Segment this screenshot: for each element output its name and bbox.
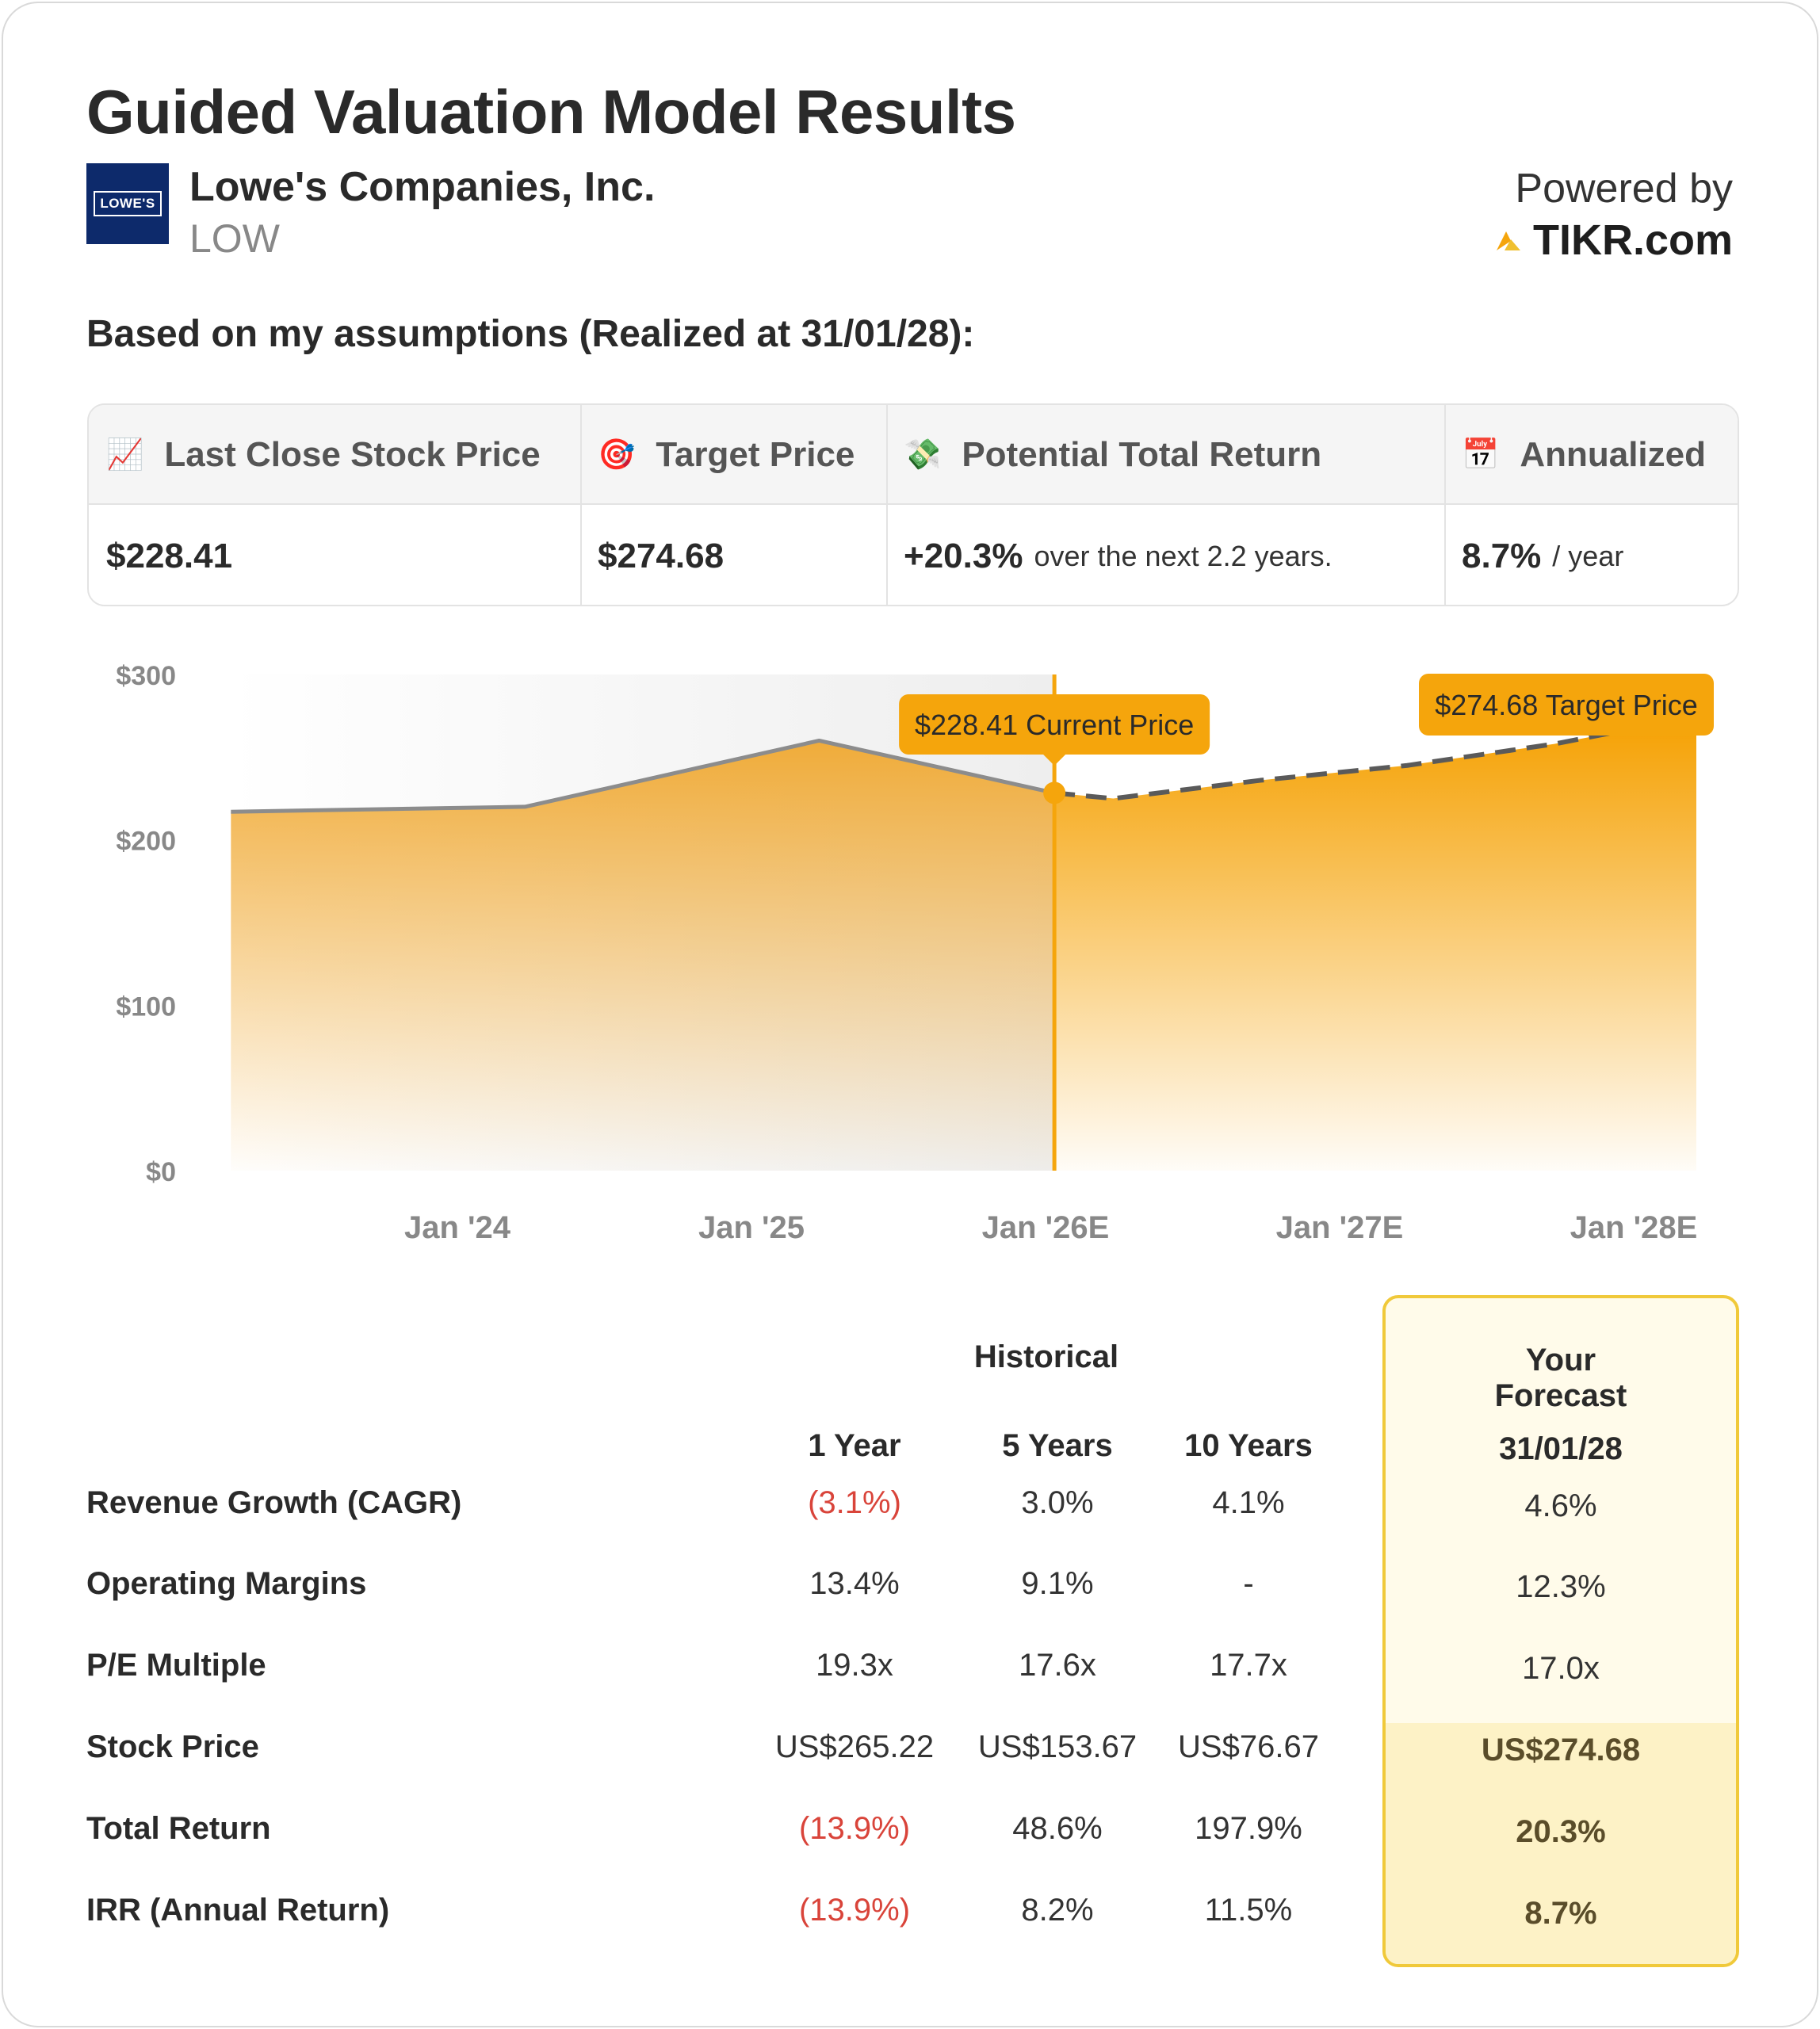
forecast-cell: 4.6% [1524, 1488, 1597, 1523]
row-label: Total Return [86, 1811, 271, 1846]
historical-cell: 9.1% [1021, 1566, 1094, 1601]
summary-table: 📈 Last Close Stock Price 🎯 Target Price … [87, 403, 1739, 606]
historical-cell: 4.1% [1212, 1485, 1285, 1520]
x-tick-label: Jan '28E [1570, 1210, 1698, 1245]
current-price-point [1043, 781, 1066, 804]
historical-cell: 48.6% [1012, 1811, 1103, 1846]
forecast-group-header: Your Forecast [1494, 1343, 1627, 1413]
page-title: Guided Valuation Model Results [86, 77, 1016, 147]
x-tick-label: Jan '27E [1276, 1210, 1404, 1245]
header-label: Annualized [1520, 435, 1707, 474]
header-target-price: 🎯 Target Price [598, 405, 855, 505]
value-annualized: 8.7% / year [1462, 506, 1624, 605]
x-tick-label: Jan '24 [404, 1210, 511, 1245]
summary-header-row [89, 405, 1738, 505]
target-price-value: $274.68 [598, 537, 725, 575]
historical-cell: US$76.67 [1178, 1729, 1319, 1764]
header-label: Potential Total Return [962, 435, 1322, 474]
row-label: Revenue Growth (CAGR) [86, 1485, 462, 1520]
tikr-link[interactable]: TIKR.com [1495, 216, 1733, 265]
column-1-year: 1 Year [808, 1428, 901, 1463]
price-chart: $300 $200 $100 $0 Jan '24 Jan '25 Jan '26E Jan … [116, 661, 1714, 1245]
historical-cell: (3.1%) [808, 1485, 901, 1520]
column-5-years: 5 Years [1002, 1428, 1113, 1463]
x-tick-label: Jan '26E [982, 1210, 1110, 1245]
historical-group-header: Historical [973, 1339, 1119, 1374]
historical-area [231, 740, 1055, 1171]
calendar-icon: 📅 [1462, 438, 1500, 472]
y-tick-label: $300 [116, 661, 176, 691]
forecast-cell: 12.3% [1516, 1569, 1606, 1604]
target-price-label: $274.68 Target Price [1435, 689, 1698, 721]
x-tick-label: Jan '25 [698, 1210, 805, 1245]
column-divider [1444, 405, 1446, 605]
row-label: Operating Margins [86, 1566, 367, 1601]
row-label: P/E Multiple [86, 1648, 266, 1683]
historical-cell: 19.3x [816, 1648, 893, 1683]
historical-cell: 17.6x [1019, 1648, 1096, 1683]
y-tick-label: $0 [146, 1157, 176, 1187]
value-target-price: $274.68 [598, 506, 725, 605]
header-last-close: 📈 Last Close Stock Price [106, 405, 541, 505]
historical-cell: - [1243, 1566, 1254, 1601]
last-close-value: $228.41 [106, 537, 233, 575]
tikr-logo-icon [1496, 231, 1520, 250]
y-tick-label: $200 [116, 827, 176, 857]
annualized-value: 8.7% [1462, 537, 1542, 575]
company-name: Lowe's Companies, Inc. [189, 164, 656, 210]
value-total-return: +20.3% over the next 2.2 years. [904, 506, 1332, 605]
historical-cell: (13.9%) [798, 1893, 911, 1928]
historical-line [231, 738, 1055, 814]
historical-cell: 197.9% [1195, 1811, 1302, 1846]
assumptions-subtitle: Based on my assumptions (Realized at 31/… [86, 313, 975, 355]
company-logo: LOWE'S [86, 163, 169, 244]
tikr-site-label: TIKR.com [1532, 216, 1733, 264]
powered-by-label: Powered by [1515, 166, 1733, 212]
header-label: Target Price [656, 435, 855, 474]
forecast-cell: 17.0x [1522, 1651, 1600, 1686]
historical-cell: 8.2% [1021, 1893, 1094, 1928]
forecast-result-band [1386, 1723, 1736, 1964]
forecast-line [1053, 713, 1697, 801]
row-label: Stock Price [86, 1729, 259, 1764]
company-ticker: LOW [189, 216, 280, 261]
logo-text: LOWE'S [94, 191, 162, 216]
header-total-return: 💸 Potential Total Return [904, 405, 1321, 505]
historical-cell: 17.7x [1210, 1648, 1287, 1683]
current-price-label: $228.41 Current Price [915, 709, 1194, 741]
forecast-cell: 8.7% [1524, 1896, 1597, 1931]
row-label: IRR (Annual Return) [86, 1893, 390, 1928]
money-wings-icon: 💸 [904, 438, 942, 472]
chart-increasing-icon: 📈 [106, 438, 144, 472]
target-price-tooltip [1419, 674, 1714, 736]
column-forecast-date: 31/01/28 [1499, 1431, 1623, 1466]
target-icon: 🎯 [598, 438, 636, 472]
forecast-area [1054, 716, 1696, 1171]
y-tick-label: $100 [116, 992, 176, 1022]
forecast-cell: US$274.68 [1481, 1733, 1641, 1767]
historical-cell: 13.4% [809, 1566, 900, 1601]
current-price-tooltip [899, 694, 1210, 755]
historical-cell: 11.5% [1204, 1893, 1293, 1928]
historical-cell: (13.9%) [798, 1811, 911, 1846]
column-divider [580, 405, 582, 605]
forecast-cell: 20.3% [1516, 1814, 1606, 1849]
total-return-value: +20.3% [904, 537, 1023, 575]
header-label: Last Close Stock Price [164, 435, 541, 474]
column-divider [886, 405, 888, 605]
historical-cell: US$265.22 [774, 1729, 935, 1764]
column-10-years: 10 Years [1184, 1428, 1313, 1463]
historical-cell: US$153.67 [977, 1729, 1138, 1764]
header-annualized: 📅 Annualized [1462, 405, 1706, 505]
tooltip-pointer [1043, 755, 1066, 766]
historical-cell: 3.0% [1021, 1485, 1094, 1520]
total-return-note: over the next 2.2 years. [1034, 540, 1332, 572]
forecast-column-box [1382, 1295, 1739, 1967]
annualized-unit: / year [1552, 540, 1624, 572]
value-last-close: $228.41 [106, 506, 233, 605]
